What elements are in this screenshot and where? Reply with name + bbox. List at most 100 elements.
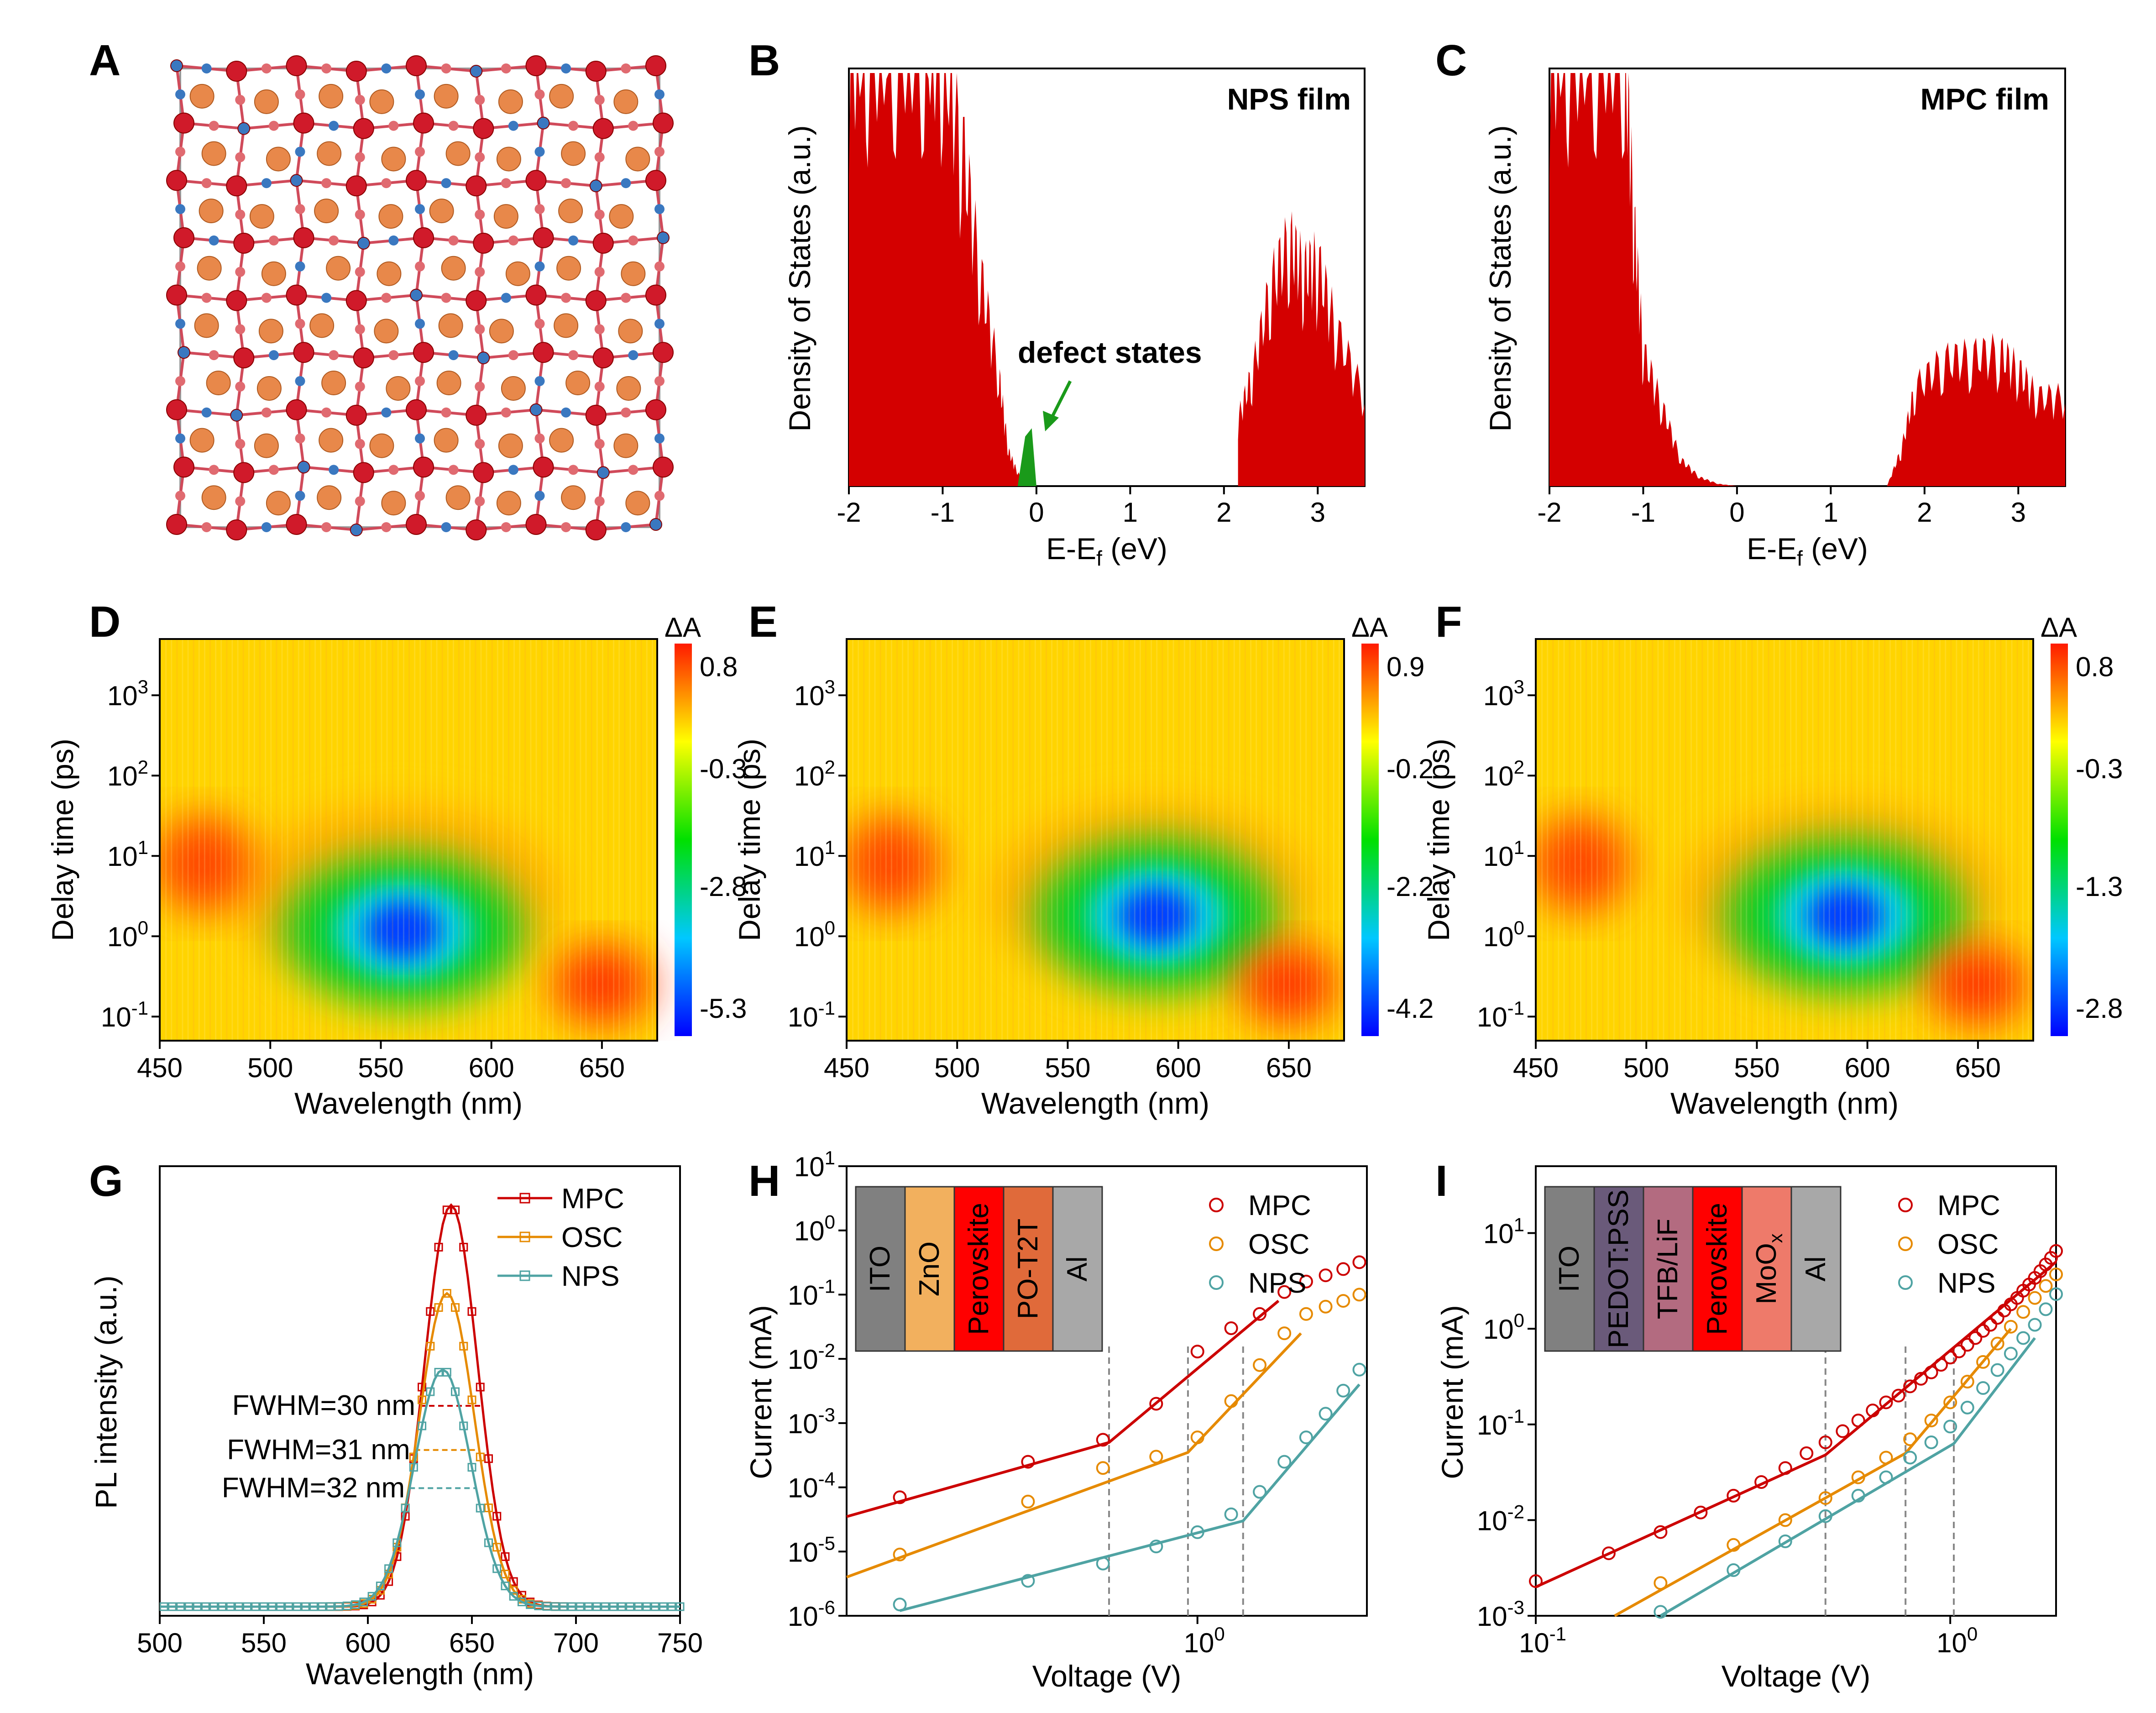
vertical-streak [287,639,288,1041]
vertical-streak [1007,639,1009,1041]
red-atom [233,462,255,483]
vertical-streak [1922,639,1924,1041]
vertical-streak [1272,639,1274,1041]
y-tick-label: 10-5 [788,1532,835,1567]
panel-label-e: E [748,597,778,646]
vertical-streak [1245,639,1246,1041]
data-point [1943,1395,1957,1409]
y-tick-label: 10-6 [788,1597,835,1632]
vertical-streak [1834,639,1836,1041]
red-atom [406,55,427,76]
pl-marker [584,1602,593,1611]
heatmap-ylabel: Delay time (ps) [733,739,766,941]
vertical-streak [1851,639,1852,1041]
x-tick-label: 100 [1936,1623,1978,1658]
data-point [1277,1326,1292,1341]
red-atom [645,284,666,306]
small-atom [388,120,399,131]
vertical-streak [1547,639,1549,1041]
dos-b-ylabel: Density of States (a.u.) [783,125,816,431]
dos-band-1 [1887,333,2065,486]
x-tick-label: 100 [1184,1623,1225,1658]
y-tick-label: 101 [794,837,835,872]
y-tick-label: 10-1 [1477,997,1524,1032]
vertical-streak [397,639,399,1041]
cation-atom [609,204,634,229]
vertical-streak [1889,639,1891,1041]
atomic-structure-image [166,55,674,540]
device-layer-label: MoOx [1751,1233,1786,1304]
pl-marker [484,1503,493,1513]
vertical-streak [1723,639,1725,1041]
vertical-streak [890,639,892,1041]
colorbar-title: ΔA [1351,612,1388,643]
small-atom [501,293,511,303]
vertical-streak [1211,639,1213,1041]
small-atom [268,120,279,131]
red-atom [585,404,607,426]
vertical-streak [1657,639,1659,1041]
pl-marker [167,1602,177,1611]
vertical-streak [209,639,211,1041]
data-point [1336,1294,1350,1308]
small-atom [268,350,279,361]
iv-i-frame [1535,1165,2057,1617]
iv-h-ylabel: Current (mA) [744,1305,778,1479]
panel-label-b: B [748,36,780,85]
pl-marker [434,1242,443,1252]
x-tick-label: 0 [1729,497,1744,528]
cation-atom [377,261,402,286]
small-atom [534,147,545,157]
small-atom [201,293,212,303]
pl-marker [609,1602,618,1611]
vertical-streak [1591,639,1593,1041]
y-tick-label: 10-1 [788,997,835,1032]
pl-marker [442,1289,451,1298]
blob-blue [1808,887,1883,944]
small-atom [561,407,571,418]
small-atom [475,496,485,507]
vertical-streak [1222,639,1224,1041]
red-atom [406,514,427,535]
vertical-streak [182,639,183,1041]
device-layer [1643,1186,1694,1352]
small-atom [448,465,459,475]
pl-marker [601,1602,610,1611]
data-point [1190,1345,1204,1359]
colorbar-tick-label: 0.8 [700,652,738,682]
data-point [1866,1404,1880,1418]
vertical-streak [1895,639,1897,1041]
pl-marker [392,1538,402,1547]
vertical-streak [392,639,393,1041]
fit-line-nps [899,1383,1361,1612]
vertical-streak [1139,639,1141,1041]
data-point [1968,1331,1983,1345]
data-point [1727,1563,1741,1577]
vertical-streak [447,639,449,1041]
small-atom [561,522,571,532]
blue-atom [537,116,550,130]
vertical-streak [907,639,909,1041]
panel-label-i: I [1435,1157,1448,1205]
pl-marker [426,1341,435,1351]
cation-atom [625,147,650,172]
vertical-streak [1239,639,1240,1041]
small-atom [501,178,511,189]
vertical-streak [602,639,603,1041]
small-atom [441,407,451,418]
small-atom [261,407,272,418]
pl-marker [459,1242,468,1252]
heatmap-ylabel: Delay time (ps) [1422,739,1455,941]
vertical-streak [1256,639,1257,1041]
cation-atom [206,370,231,395]
dos-c-inset-label: MPC film [1921,82,2049,116]
vertical-streak [1685,639,1686,1041]
blue-atom [290,174,303,187]
small-atom [475,94,485,105]
x-tick-label: 2 [1917,497,1932,528]
data-point [1021,1574,1035,1588]
data-point [2004,1320,2018,1334]
small-atom [209,120,219,131]
cation-atom [266,491,291,516]
small-atom [261,293,272,303]
